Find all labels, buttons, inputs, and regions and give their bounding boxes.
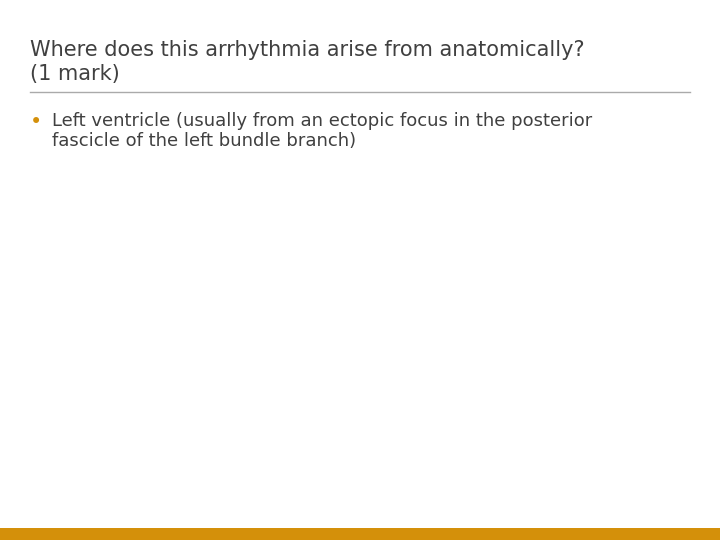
Text: fascicle of the left bundle branch): fascicle of the left bundle branch) — [52, 132, 356, 150]
Bar — [0, 528, 720, 540]
Text: Where does this arrhythmia arise from anatomically?: Where does this arrhythmia arise from an… — [30, 40, 585, 60]
Text: •: • — [30, 112, 42, 132]
Text: (1 mark): (1 mark) — [30, 64, 120, 84]
Text: Left ventricle (usually from an ectopic focus in the posterior: Left ventricle (usually from an ectopic … — [52, 112, 593, 130]
